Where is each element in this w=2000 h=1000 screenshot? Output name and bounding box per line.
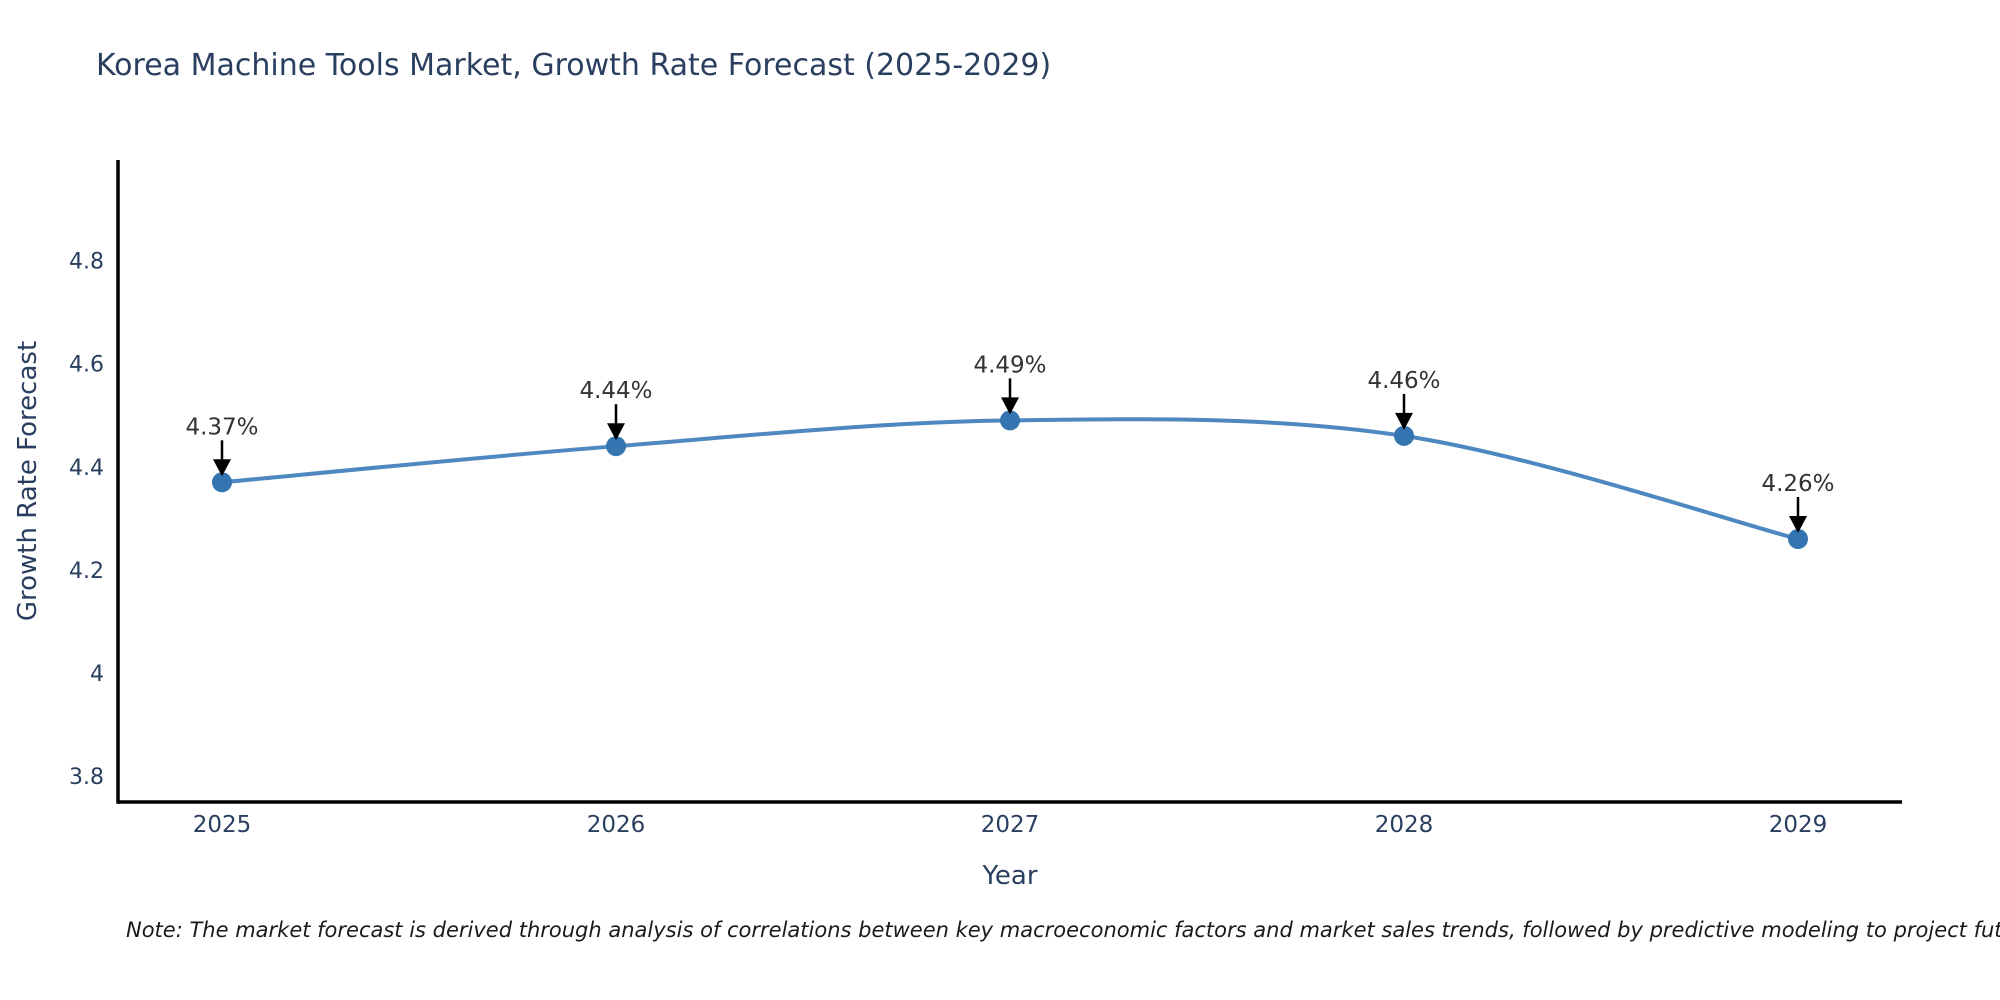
- x-tick-label: 2026: [587, 812, 646, 838]
- data-point-marker: [606, 436, 626, 457]
- data-point-marker: [1394, 425, 1414, 446]
- y-tick-label: 4.4: [69, 456, 104, 481]
- annotation-label: 4.46%: [1367, 368, 1440, 394]
- y-tick-label: 4: [90, 662, 104, 687]
- data-point-marker: [1788, 529, 1808, 550]
- x-tick-label: 2025: [193, 812, 252, 838]
- annotation-label: 4.49%: [973, 352, 1046, 378]
- y-tick-label: 4.8: [69, 250, 104, 275]
- annotation-arrowhead: [1789, 516, 1807, 534]
- annotation-arrowhead: [607, 423, 625, 441]
- trend-line: [221, 417, 1799, 541]
- annotation-label: 4.26%: [1761, 471, 1834, 497]
- annotation-arrowhead: [1395, 412, 1413, 430]
- data-point-marker: [1000, 410, 1020, 431]
- x-tick-label: 2027: [981, 812, 1040, 838]
- x-tick-label: 2029: [1769, 812, 1828, 838]
- x-axis-title: Year: [981, 861, 1037, 891]
- y-axis-title: Growth Rate Forecast: [13, 341, 43, 621]
- annotation-label: 4.37%: [185, 414, 258, 440]
- chart-title: Korea Machine Tools Market, Growth Rate …: [96, 48, 1052, 83]
- y-tick-label: 3.8: [69, 765, 104, 790]
- annotation-arrowhead: [213, 459, 231, 477]
- y-tick-label: 4.6: [69, 353, 104, 378]
- footnote: Note: The market forecast is derived thr…: [126, 918, 2000, 942]
- annotation-arrowhead: [1001, 397, 1019, 415]
- data-point-marker: [212, 472, 232, 493]
- annotation-label: 4.44%: [579, 378, 652, 404]
- y-tick-label: 4.2: [69, 559, 104, 584]
- x-tick-label: 2028: [1375, 812, 1434, 838]
